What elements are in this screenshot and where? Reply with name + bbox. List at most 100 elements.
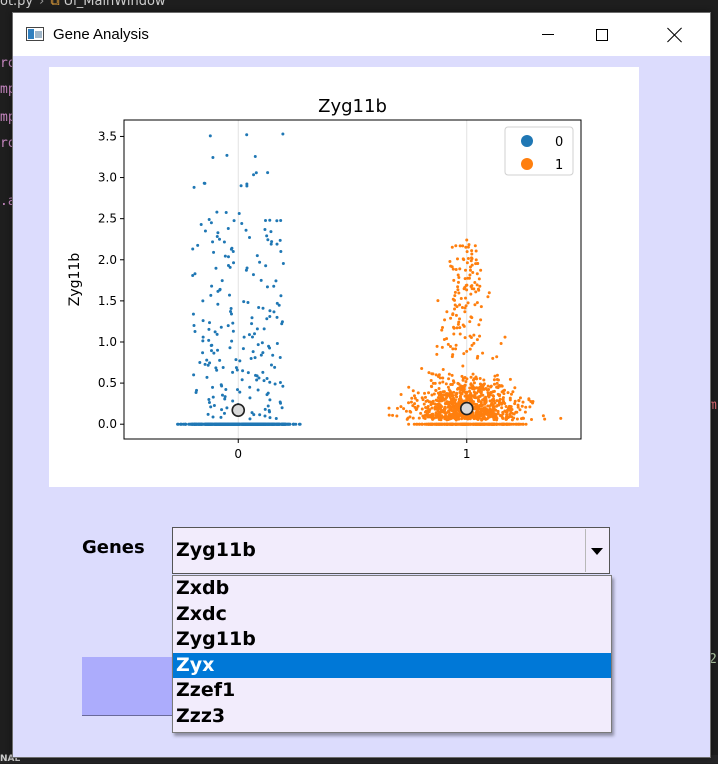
- data-point: [272, 310, 276, 314]
- minimize-button[interactable]: [525, 13, 571, 56]
- data-point: [468, 386, 472, 390]
- data-point: [208, 361, 212, 365]
- data-point: [463, 310, 467, 314]
- data-point: [215, 332, 219, 336]
- data-point: [203, 229, 207, 233]
- data-point: [274, 279, 278, 283]
- data-point: [280, 406, 284, 410]
- data-point: [424, 399, 428, 403]
- data-point: [434, 411, 438, 415]
- data-point: [477, 323, 481, 327]
- data-point: [438, 376, 442, 380]
- data-point: [463, 417, 467, 421]
- data-point: [270, 240, 274, 244]
- data-point: [263, 422, 267, 426]
- data-point: [399, 393, 403, 397]
- data-point: [479, 318, 483, 322]
- data-point: [474, 258, 478, 262]
- data-point: [218, 237, 222, 241]
- data-point: [468, 389, 472, 393]
- data-point: [196, 243, 200, 247]
- data-point: [440, 345, 444, 349]
- data-point: [444, 402, 448, 406]
- data-point: [438, 397, 442, 401]
- data-point: [448, 407, 452, 411]
- data-point: [452, 278, 456, 282]
- genes-option[interactable]: Zyx: [173, 652, 611, 678]
- data-point: [229, 306, 233, 310]
- genes-dropdown-list[interactable]: Zxdb Zxdc Zyg11b Zyx Zzef1 Zzz3: [172, 575, 612, 733]
- data-point: [395, 414, 399, 418]
- data-point: [446, 385, 450, 389]
- data-point: [239, 184, 243, 188]
- genes-option[interactable]: Zxdb: [176, 577, 230, 599]
- data-point: [473, 394, 477, 398]
- genes-option[interactable]: Zzz3: [176, 704, 226, 727]
- data-point: [464, 391, 468, 395]
- data-point: [482, 422, 486, 426]
- data-point: [517, 399, 521, 403]
- data-point: [435, 415, 439, 419]
- maximize-button[interactable]: [579, 13, 625, 56]
- data-point: [475, 391, 479, 395]
- data-point: [261, 351, 265, 355]
- minimize-icon: [542, 34, 554, 35]
- data-point: [491, 413, 495, 417]
- data-point: [457, 276, 461, 280]
- data-point: [489, 384, 493, 388]
- data-point: [492, 382, 496, 386]
- genes-selected-value: Zyg11b: [176, 539, 256, 561]
- data-point: [262, 379, 266, 383]
- data-point: [450, 373, 454, 377]
- genes-option[interactable]: Zzef1: [176, 679, 236, 701]
- data-point: [509, 392, 513, 396]
- data-point: [407, 422, 411, 426]
- data-point: [518, 396, 522, 400]
- data-point: [468, 268, 472, 272]
- data-point: [240, 378, 244, 382]
- data-point: [212, 351, 216, 355]
- chevron-down-icon[interactable]: [585, 529, 608, 572]
- data-point: [250, 411, 254, 415]
- data-point: [469, 315, 473, 319]
- data-point: [275, 341, 279, 345]
- mean-marker: [459, 401, 474, 416]
- genes-option[interactable]: Zyg11b: [176, 628, 256, 650]
- data-point: [248, 396, 252, 400]
- data-point: [463, 376, 467, 380]
- data-point: [424, 422, 428, 426]
- genes-option[interactable]: Zxdc: [176, 602, 227, 625]
- data-point: [430, 406, 434, 410]
- data-point: [399, 405, 403, 409]
- data-point: [441, 380, 445, 384]
- data-point: [268, 410, 272, 414]
- close-button[interactable]: [652, 13, 698, 56]
- data-point: [444, 411, 448, 415]
- data-point: [475, 356, 479, 360]
- data-point: [508, 377, 512, 381]
- data-point: [454, 313, 458, 317]
- data-point: [207, 398, 211, 402]
- data-point: [437, 403, 441, 407]
- data-point: [231, 250, 235, 254]
- data-point: [435, 352, 439, 356]
- title-bar[interactable]: Gene Analysis: [13, 13, 710, 56]
- data-point: [216, 231, 220, 235]
- genes-combobox[interactable]: Zyg11b: [172, 527, 610, 574]
- data-point: [234, 366, 238, 370]
- data-point: [444, 422, 448, 426]
- data-point: [479, 305, 483, 309]
- data-point: [247, 333, 251, 337]
- data-point: [466, 301, 470, 305]
- data-point: [258, 260, 262, 264]
- data-point: [481, 387, 485, 391]
- data-point: [508, 398, 512, 402]
- data-point: [420, 396, 424, 400]
- data-point: [201, 299, 205, 303]
- data-point: [209, 293, 213, 297]
- data-point: [445, 415, 449, 419]
- action-button[interactable]: [82, 657, 174, 716]
- data-point: [500, 414, 504, 418]
- data-point: [462, 385, 466, 389]
- data-point: [416, 404, 420, 408]
